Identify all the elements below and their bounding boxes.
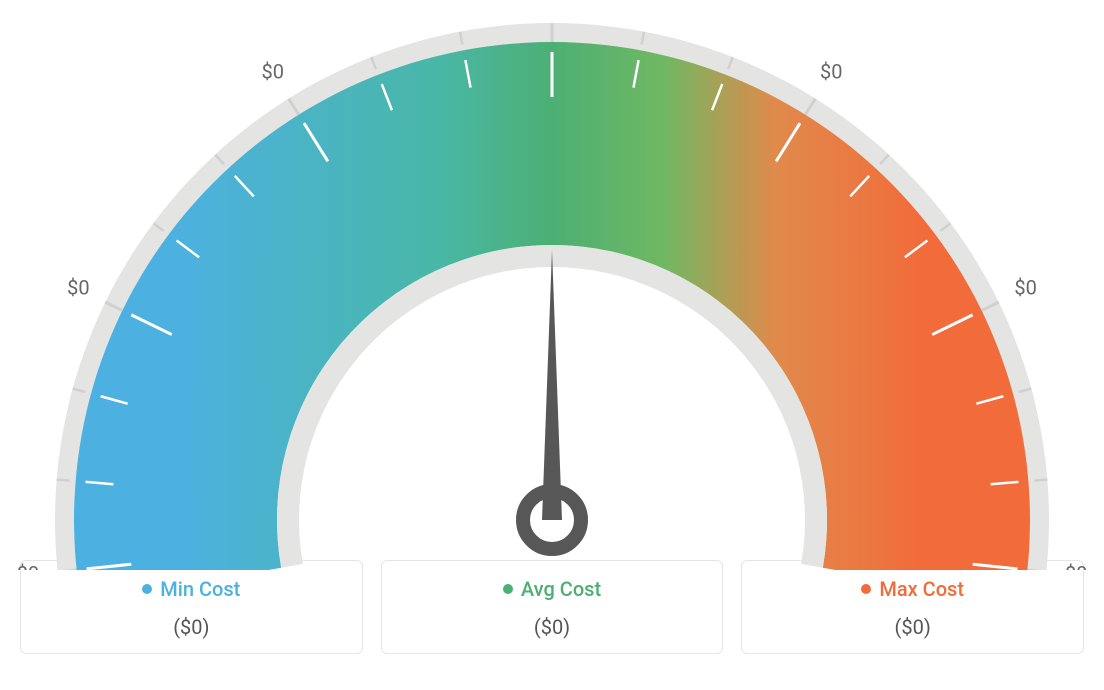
legend-max-label: Max Cost [879,577,964,601]
legend-dot-min [142,584,152,594]
legend-dot-avg [503,584,513,594]
legend-min-label: Min Cost [160,577,240,601]
svg-text:$0: $0 [1014,275,1036,299]
gauge-area: $0$0$0$0$0$0$0 [0,0,1104,560]
legend-card-min: Min Cost ($0) [20,560,363,654]
legend-avg-header: Avg Cost [503,577,601,601]
legend-avg-label: Avg Cost [521,577,601,601]
legend-min-value: ($0) [173,615,209,639]
svg-text:$0: $0 [820,59,842,83]
gauge-chart: $0$0$0$0$0$0$0 [0,10,1104,570]
legend-max-value: ($0) [895,615,931,639]
svg-text:$0: $0 [1065,561,1087,570]
legend-card-avg: Avg Cost ($0) [381,560,724,654]
legend-dot-max [861,584,871,594]
legend-min-header: Min Cost [142,577,240,601]
svg-text:$0: $0 [17,561,39,570]
svg-text:$0: $0 [67,275,89,299]
legend-card-max: Max Cost ($0) [741,560,1084,654]
legend-row: Min Cost ($0) Avg Cost ($0) Max Cost ($0… [20,560,1084,654]
legend-max-header: Max Cost [861,577,964,601]
legend-avg-value: ($0) [534,615,570,639]
svg-text:$0: $0 [261,59,283,83]
cost-gauge-container: $0$0$0$0$0$0$0 Min Cost ($0) Avg Cost ($… [0,0,1104,690]
